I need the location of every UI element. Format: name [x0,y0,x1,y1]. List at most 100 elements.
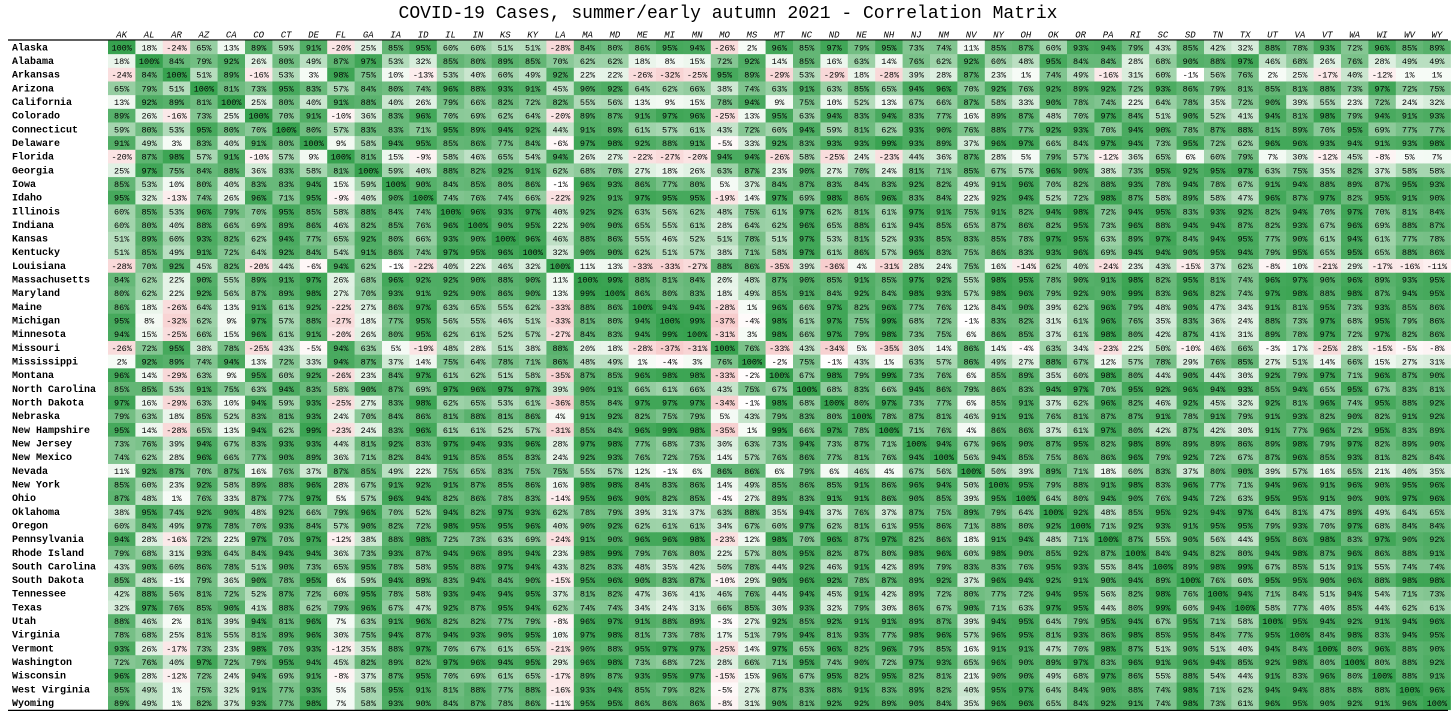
cell-value-label: 94% [525,603,541,613]
cell-value-label: 91% [854,480,870,490]
cell-value-label: 92% [1183,508,1199,518]
cell-value-label: 77% [498,139,514,149]
cell-value-label: -26% [166,303,187,313]
cell-value-label: 61% [689,521,705,531]
cell-value-label: 85% [991,235,1007,245]
cell-value-label: 36% [1128,153,1144,163]
heatmap-cell [1012,40,1040,55]
cell-value-label: 57% [278,317,294,327]
heatmap-cell [1039,67,1068,82]
cell-value-label: 6% [1185,153,1196,163]
cell-value-label: 75% [169,166,185,176]
cell-value-label: 85% [963,166,979,176]
cell-value-label: 93% [306,439,322,449]
cell-value-label: 86% [498,289,514,299]
cell-value-label: 97% [525,385,541,395]
cell-value-label: 91% [1402,194,1418,204]
cell-value-label: 63% [141,412,157,422]
cell-value-label: 26% [141,644,157,654]
cell-value-label: 86% [662,699,678,709]
cell-value-label: 65% [963,658,979,668]
cell-value-label: 72% [224,248,240,258]
cell-value-label: 97% [1073,385,1089,395]
cell-value-label: 93% [826,139,842,149]
cell-value-label: 88% [1128,685,1144,695]
cell-value-label: 23% [772,166,788,176]
cell-value-label: 40% [388,98,404,108]
column-header: NM [938,31,949,41]
cell-value-label: 40% [169,658,185,668]
cell-value-label: -36% [550,398,571,408]
cell-value-label: 24% [662,603,678,613]
cell-value-label: 57% [525,426,541,436]
cell-value-label: 79% [1046,289,1062,299]
cell-value-label: 96% [525,521,541,531]
cell-value-label: 98% [772,330,788,340]
cell-value-label: 62% [141,289,157,299]
cell-value-label: 82% [689,685,705,695]
cell-value-label: -33% [632,262,653,272]
cell-value-label: 74% [607,603,623,613]
cell-value-label: 13% [881,98,897,108]
cell-value-label: 58% [1210,194,1226,204]
cell-value-label: 95% [1073,590,1089,600]
cell-value-label: 72% [141,344,157,354]
cell-value-label: -25% [824,153,845,163]
cell-value-label: 16% [963,112,979,122]
cell-value-label: 91% [1100,276,1116,286]
heatmap-cell [1313,67,1342,82]
cell-value-label: 97% [1100,112,1116,122]
cell-value-label: 91% [607,385,623,395]
cell-value-label: 79% [443,98,459,108]
cell-value-label: 90% [580,221,596,231]
cell-value-label: 92% [443,276,459,286]
cell-value-label: 66% [717,603,733,613]
cell-value-label: 69% [251,221,267,231]
cell-value-label: 76% [278,467,294,477]
cell-value-label: 38% [1100,166,1116,176]
heatmap-cell [628,67,657,82]
cell-value-label: 85% [772,480,788,490]
row-label: Michigan [12,316,60,328]
cell-value-label: 91% [1402,412,1418,422]
cell-value-label: 86% [1100,453,1116,463]
cell-value-label: 99% [306,426,322,436]
row-label: New Jersey [12,439,72,450]
cell-value-label: 80% [854,398,870,408]
cell-value-label: 34% [1237,303,1253,313]
cell-value-label: 94% [1265,644,1281,654]
cell-value-label: 75% [689,453,705,463]
cell-value-label: 80% [1128,330,1144,340]
cell-value-label: 76% [744,590,760,600]
cell-value-label: 92% [1100,699,1116,709]
heatmap-cell [1423,67,1451,82]
cell-value-label: 80% [607,317,623,327]
cell-value-label: 88% [196,221,212,231]
cell-value-label: 64% [635,84,651,94]
heatmap-cell [1149,54,1177,69]
cell-value-label: 94% [443,549,459,559]
cell-value-label: 55% [224,631,240,641]
cell-value-label: 87% [881,576,897,586]
cell-value-label: 89% [470,125,486,135]
cell-value-label: 81% [1429,385,1445,395]
cell-value-label: 82% [854,672,870,682]
heatmap-cell [108,54,136,69]
cell-value-label: 61% [689,221,705,231]
cell-value-label: 89% [278,289,294,299]
cell-value-label: 92% [991,84,1007,94]
cell-value-label: 12% [963,303,979,313]
cell-value-label: 93% [114,644,130,654]
cell-value-label: 70% [1320,125,1336,135]
cell-value-label: 92% [306,371,322,381]
cell-value-label: 97% [415,303,431,313]
cell-value-label: 93% [443,235,459,245]
cell-value-label: 88% [662,617,678,627]
cell-value-label: 74% [1100,98,1116,108]
cell-value-label: 40% [306,98,322,108]
cell-value-label: 95% [443,562,459,572]
cell-value-label: 65% [114,84,130,94]
cell-value-label: 94% [1402,289,1418,299]
cell-value-label: 83% [306,84,322,94]
cell-value-label: 77% [278,699,294,709]
